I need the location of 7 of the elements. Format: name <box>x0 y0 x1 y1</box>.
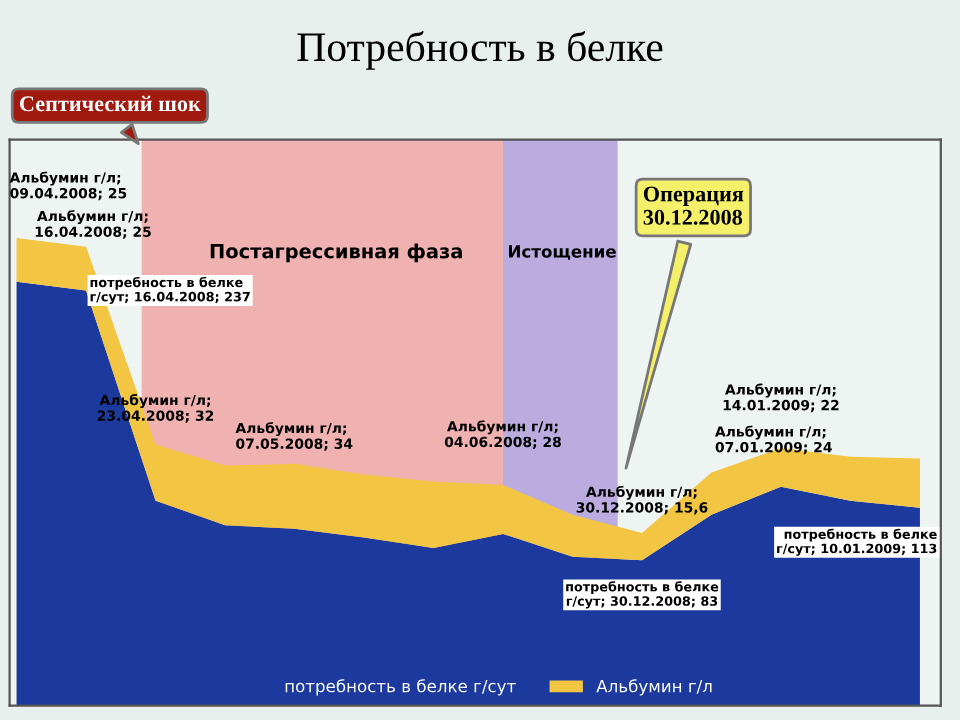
annotation: Истощение <box>509 245 616 260</box>
annotation: Постагрессивная фаза <box>210 243 462 263</box>
legend-label: Альбумин г/л <box>596 679 712 696</box>
text: Операция 30.12.2008 <box>643 186 744 225</box>
text: Септический шок <box>20 95 201 112</box>
chart-title: Потребность в белке <box>297 31 663 70</box>
series-label: потребность в белке г/сут <box>285 679 516 696</box>
